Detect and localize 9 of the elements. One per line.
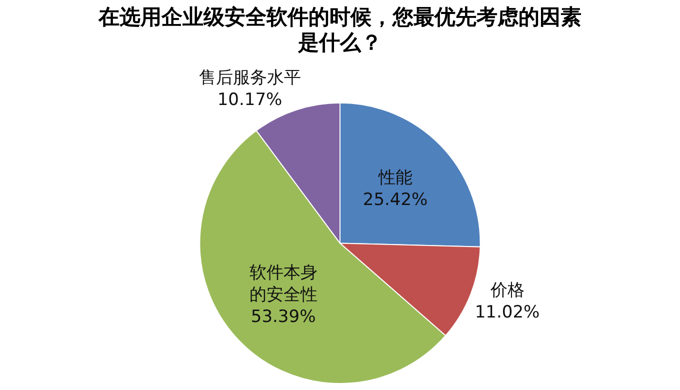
data-label: 53.39% xyxy=(250,306,316,327)
slice-label: 售后服务水平 xyxy=(198,68,301,88)
slice-label: 价格 xyxy=(489,280,524,300)
chart-title: 在选用企业级安全软件的时候，您最优先考虑的因素是什么？ xyxy=(98,5,582,54)
data-label: 25.42% xyxy=(362,190,428,210)
data-label: 11.02% xyxy=(474,302,540,322)
data-label: 10.17% xyxy=(217,90,282,110)
slice-label: 软件本身的安全性 xyxy=(249,262,318,305)
slice-label: 性能 xyxy=(377,168,412,188)
